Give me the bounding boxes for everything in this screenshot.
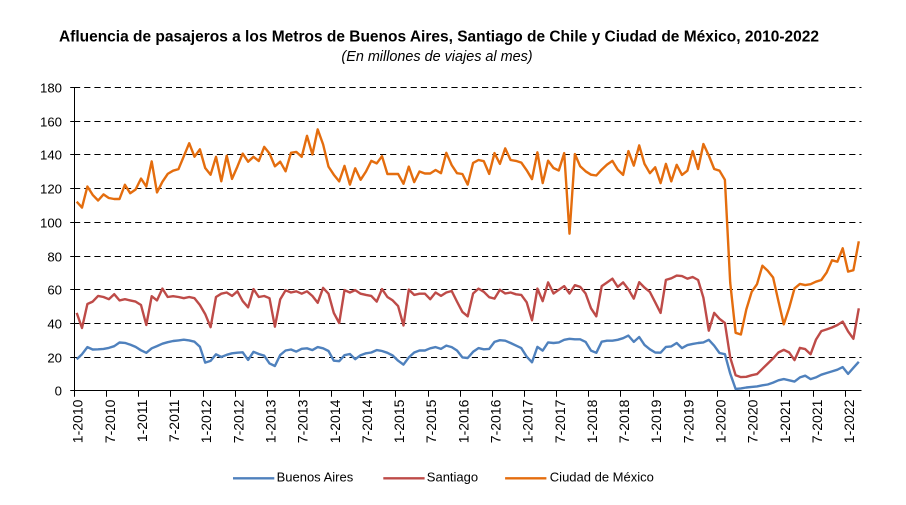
svg-text:7-2021: 7-2021 [809, 399, 825, 443]
svg-text:7-2014: 7-2014 [359, 399, 375, 443]
svg-text:0: 0 [55, 383, 62, 398]
svg-text:80: 80 [47, 249, 62, 264]
svg-text:Ciudad de México: Ciudad de México [550, 470, 654, 485]
svg-text:1-2022: 1-2022 [841, 399, 857, 443]
svg-text:140: 140 [40, 147, 62, 162]
svg-text:7-2016: 7-2016 [488, 399, 504, 443]
svg-text:7-2012: 7-2012 [230, 399, 246, 443]
svg-text:7-2017: 7-2017 [552, 399, 568, 443]
svg-text:1-2011: 1-2011 [134, 399, 150, 442]
svg-text:100: 100 [40, 215, 62, 230]
svg-text:1-2016: 1-2016 [455, 399, 471, 443]
svg-text:40: 40 [47, 316, 62, 331]
svg-text:7-2011: 7-2011 [166, 399, 182, 442]
svg-text:1-2014: 1-2014 [327, 399, 343, 443]
svg-text:160: 160 [40, 114, 62, 129]
svg-text:1-2013: 1-2013 [263, 399, 279, 443]
svg-text:180: 180 [40, 80, 62, 95]
svg-text:7-2013: 7-2013 [295, 399, 311, 443]
svg-text:Santiago: Santiago [427, 470, 478, 485]
svg-text:7-2010: 7-2010 [102, 399, 118, 443]
svg-text:7-2020: 7-2020 [745, 399, 761, 443]
svg-text:(En millones de viajes al mes): (En millones de viajes al mes) [341, 49, 532, 65]
svg-text:1-2021: 1-2021 [777, 399, 793, 443]
svg-text:Afluencia de pasajeros a los M: Afluencia de pasajeros a los Metros de B… [59, 29, 819, 46]
svg-text:1-2012: 1-2012 [198, 399, 214, 443]
svg-text:7-2019: 7-2019 [680, 399, 696, 443]
svg-text:7-2018: 7-2018 [616, 399, 632, 443]
svg-text:1-2019: 1-2019 [648, 399, 664, 443]
svg-text:120: 120 [40, 181, 62, 196]
svg-text:1-2018: 1-2018 [584, 399, 600, 443]
svg-text:1-2010: 1-2010 [70, 399, 86, 443]
svg-text:1-2020: 1-2020 [713, 399, 729, 443]
svg-text:60: 60 [47, 282, 62, 297]
svg-text:1-2017: 1-2017 [520, 399, 536, 443]
svg-text:20: 20 [47, 350, 62, 365]
svg-text:7-2015: 7-2015 [423, 399, 439, 443]
svg-text:Buenos Aires: Buenos Aires [277, 470, 354, 485]
svg-text:1-2015: 1-2015 [391, 399, 407, 443]
